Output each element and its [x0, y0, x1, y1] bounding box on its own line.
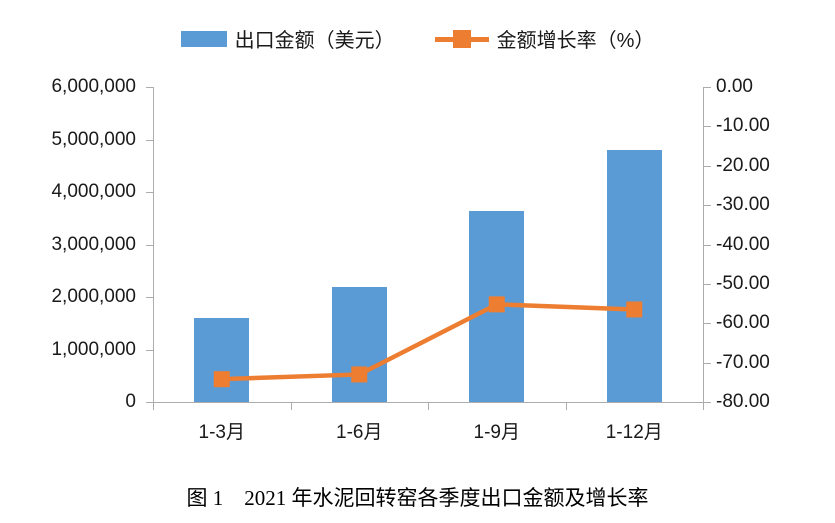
y-axis-left-tick: [146, 192, 153, 193]
x-axis-tick: [703, 403, 704, 410]
y-axis-right-tick: [704, 205, 711, 207]
growth-rate-line: [221, 302, 635, 382]
y-axis-right-line: [703, 87, 704, 402]
y-axis-left-line: [153, 87, 154, 402]
x-axis-tick: [428, 403, 429, 410]
y-axis-right-tick-label: 0.00: [716, 76, 753, 97]
y-axis-left-tick-label: 3,000,000: [51, 233, 136, 255]
y-axis-left-tick-label: 2,000,000: [51, 286, 136, 307]
y-axis-right-tick: [704, 323, 711, 325]
y-axis-left-tick: [146, 87, 153, 88]
y-axis-right-tick-label: -20.00: [716, 154, 770, 176]
x-axis-category-label: 1-12月: [605, 422, 663, 443]
line-swatch-marker-icon: [452, 29, 471, 48]
growth-rate-marker-icon: [488, 296, 505, 313]
y-axis-right-tick: [704, 362, 711, 364]
legend-label-export-amount: 出口金额（美元）: [234, 30, 395, 52]
y-axis-left-tick-label: 1,000,000: [51, 338, 136, 360]
growth-rate-marker-icon: [626, 301, 643, 318]
y-axis-right-tick: [704, 165, 711, 167]
y-axis-right-tick-label: -60.00: [716, 312, 770, 334]
y-axis-left-tick: [146, 139, 153, 141]
x-axis-category-label: 1-6月: [336, 422, 383, 443]
x-axis-tick: [290, 403, 292, 410]
y-axis-right-tick-label: -10.00: [716, 115, 770, 137]
y-axis-left-tick-label: 6,000,000: [51, 76, 136, 97]
legend-label-growth-rate: 金额增长率（%）: [496, 30, 655, 52]
growth-rate-marker-icon: [351, 366, 368, 383]
y-axis-right-tick-label: -30.00: [716, 194, 770, 216]
x-axis-tick: [153, 403, 154, 410]
y-axis-right-tick: [704, 283, 711, 285]
y-axis-right-tick: [704, 87, 711, 88]
bar-export-amount: [331, 286, 387, 402]
y-axis-left-tick-label: 0: [125, 391, 136, 412]
line-series-swatch: [434, 29, 489, 48]
chart-legend: 出口金额（美元） 金额增长率（%）: [0, 24, 835, 53]
bar-export-amount: [606, 150, 662, 402]
y-axis-right-tick-label: -80.00: [716, 391, 770, 412]
growth-rate-marker-icon: [213, 371, 230, 388]
y-axis-right-tick: [704, 402, 711, 403]
y-axis-left-tick: [146, 297, 153, 298]
y-axis-right-tick-label: -70.00: [716, 351, 770, 373]
y-axis-left-tick-label: 4,000,000: [51, 181, 136, 202]
y-axis-left-tick: [146, 402, 153, 403]
bar-series-swatch: [180, 30, 227, 47]
x-axis-category-label: 1-3月: [198, 422, 245, 443]
legend-item-growth-rate: 金额增长率（%）: [434, 24, 655, 53]
y-axis-left-tick-label: 5,000,000: [51, 128, 136, 150]
y-axis-left-tick: [146, 349, 153, 351]
y-axis-right-tick: [704, 126, 711, 128]
x-axis-category-label: 1-9月: [473, 422, 520, 443]
bar-export-amount: [194, 318, 250, 402]
legend-item-export-amount: 出口金额（美元）: [180, 24, 395, 53]
x-axis-line: [153, 402, 704, 403]
y-axis-right-tick: [704, 244, 711, 246]
y-axis-left-tick: [146, 244, 153, 246]
y-axis-right-tick-label: -50.00: [716, 272, 770, 294]
x-axis-tick: [565, 403, 567, 410]
y-axis-right-tick-label: -40.00: [716, 233, 770, 255]
figure-caption: 图 1 2021 年水泥回转窑各季度出口金额及增长率: [186, 486, 649, 510]
